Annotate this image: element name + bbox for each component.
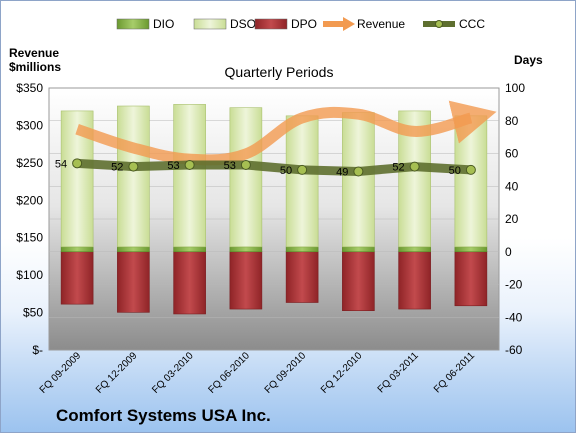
x-tick-label: FQ 03-2011 <box>376 350 421 395</box>
left-axis-unit: $millions <box>9 60 61 74</box>
ccc-data-label: 50 <box>280 165 292 177</box>
ccc-data-label: 52 <box>111 162 123 174</box>
right-tick-label: -60 <box>505 343 523 357</box>
legend-label: CCC <box>459 17 485 31</box>
dpo-bar <box>342 251 375 312</box>
x-tick-label: FQ 06-2011 <box>432 350 477 395</box>
right-tick-label: 0 <box>505 245 512 259</box>
x-tick-label: FQ 09-2010 <box>263 350 309 396</box>
x-axis: FQ 09-2009 FQ 12-2009 FQ 03-2010 FQ 06-2010… <box>38 350 478 396</box>
right-tick-label: -40 <box>505 310 523 324</box>
left-tick-label: $350 <box>16 81 43 95</box>
dio-bar <box>285 246 319 253</box>
dio-bar <box>342 246 375 253</box>
ccc-point <box>128 161 139 172</box>
dso-bar <box>173 104 206 248</box>
legend-marker <box>435 20 443 28</box>
right-tick-label: 60 <box>505 147 519 161</box>
ccc-point <box>184 159 195 170</box>
dio-bar <box>173 246 206 253</box>
dpo-bar <box>285 251 319 303</box>
right-tick-label: 80 <box>505 114 519 128</box>
left-tick-label: $250 <box>16 156 43 170</box>
legend-label: DIO <box>153 17 174 31</box>
ccc-data-label: 54 <box>55 158 67 170</box>
dio-bar <box>229 246 263 253</box>
legend-item: DSO <box>193 17 256 31</box>
dso-bar <box>342 112 375 248</box>
ccc-data-label: 52 <box>392 162 404 174</box>
left-tick-label: $300 <box>16 118 43 132</box>
legend-label: DSO <box>230 17 256 31</box>
legend: DIO DSO DPO Revenue CCC <box>116 17 485 31</box>
legend-label: DPO <box>291 17 317 31</box>
x-tick-label: FQ 12-2009 <box>94 350 140 396</box>
legend-item: DPO <box>254 17 317 31</box>
x-tick-label: FQ 06-2010 <box>206 350 252 396</box>
x-tick-label: FQ 12-2010 <box>319 350 365 396</box>
right-axis-title: Days <box>514 53 543 67</box>
ccc-point <box>465 164 476 175</box>
ccc-data-label: 53 <box>224 160 236 172</box>
ccc-point <box>353 166 364 177</box>
legend-arrowhead <box>343 17 355 31</box>
ccc-data-label: 50 <box>449 165 461 177</box>
right-axis: -60 -40 -20 0 20 40 60 80 100 <box>505 81 525 357</box>
dpo-bar <box>117 251 150 313</box>
legend-swatch <box>116 18 150 30</box>
ccc-point <box>240 159 251 170</box>
legend-swatch <box>254 18 288 30</box>
legend-label: Revenue <box>357 17 405 31</box>
ccc-line <box>72 158 476 177</box>
bars <box>60 104 488 315</box>
dso-bar <box>229 107 263 248</box>
dpo-bar <box>173 251 206 315</box>
left-axis: $- $50 $100 $150 $200 $250 $300 $350 <box>16 81 43 357</box>
dpo-bar <box>454 251 488 307</box>
chart-title: Quarterly Periods <box>225 64 334 80</box>
left-tick-label: $50 <box>23 306 43 320</box>
dio-bar <box>60 246 94 253</box>
right-tick-label: 40 <box>505 179 519 193</box>
ccc-point <box>409 161 420 172</box>
ccc-series: 54 52 53 53 50 49 52 50 <box>55 158 476 179</box>
right-tick-label: 20 <box>505 212 519 226</box>
dio-bar <box>398 246 431 253</box>
legend-item: Revenue <box>323 17 405 31</box>
left-tick-label: $200 <box>16 193 43 207</box>
dpo-bar <box>229 251 263 310</box>
left-tick-label: $100 <box>16 268 43 282</box>
x-tick-label: FQ 03-2010 <box>150 350 196 396</box>
dso-bar <box>454 115 488 248</box>
left-tick-label: $- <box>32 343 43 357</box>
right-tick-label: 100 <box>505 81 525 95</box>
left-axis-title: Revenue <box>9 46 59 60</box>
dio-bar <box>117 246 150 253</box>
ccc-point <box>72 158 83 169</box>
dpo-bar <box>398 251 431 310</box>
dio-bar <box>454 246 488 253</box>
ccc-data-label: 49 <box>336 167 348 179</box>
dpo-bar <box>60 251 94 305</box>
legend-item: DIO <box>116 17 174 31</box>
left-tick-label: $150 <box>16 231 43 245</box>
legend-swatch <box>193 18 227 30</box>
revenue-line <box>75 100 497 166</box>
dso-bar <box>285 115 319 248</box>
right-tick-label: -20 <box>505 278 523 292</box>
ccc-point <box>297 164 308 175</box>
x-tick-label: FQ 09-2009 <box>38 350 84 396</box>
ccc-data-label: 53 <box>167 160 179 172</box>
company-name: Comfort Systems USA Inc. <box>56 406 271 425</box>
legend-item: CCC <box>423 17 485 31</box>
dso-bar <box>117 105 150 248</box>
